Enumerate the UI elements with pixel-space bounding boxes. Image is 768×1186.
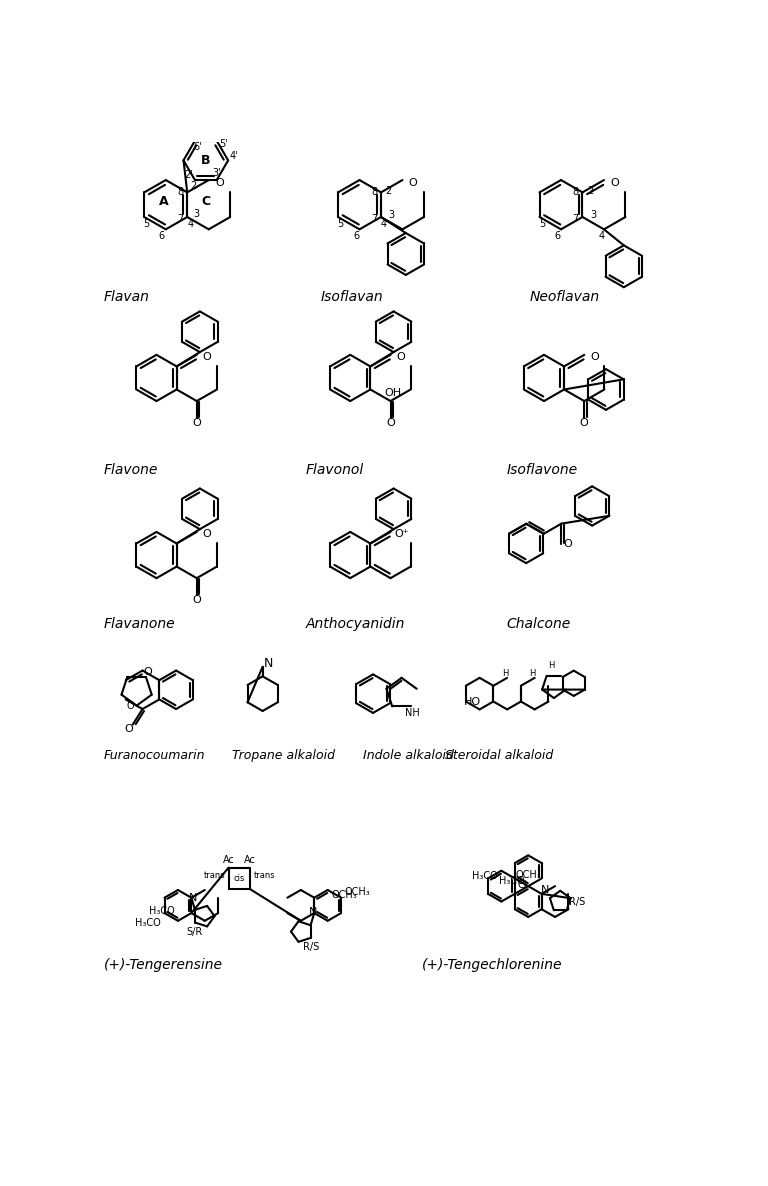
Text: B: B: [201, 154, 210, 167]
Text: trans: trans: [253, 871, 275, 880]
Text: Ac: Ac: [244, 855, 257, 865]
Text: A: A: [160, 196, 169, 208]
Text: OCH₃: OCH₃: [345, 887, 370, 898]
Text: 3': 3': [213, 167, 221, 178]
Text: cis: cis: [233, 874, 245, 882]
Text: (+)-Tengerensine: (+)-Tengerensine: [104, 957, 223, 971]
Text: O: O: [203, 529, 211, 538]
Text: Cl: Cl: [518, 880, 528, 890]
Text: 2: 2: [190, 181, 197, 191]
Text: N: N: [541, 885, 550, 895]
Text: 5: 5: [538, 219, 545, 229]
Text: Isoflavan: Isoflavan: [321, 291, 383, 304]
Text: O: O: [386, 419, 395, 428]
Text: S/R: S/R: [187, 926, 203, 937]
Text: H₃CO: H₃CO: [135, 918, 161, 929]
Text: H: H: [529, 669, 535, 677]
Text: O: O: [590, 352, 599, 362]
Text: O: O: [192, 595, 201, 606]
Text: O: O: [127, 701, 134, 710]
Text: Ac: Ac: [223, 855, 234, 865]
Text: O: O: [580, 419, 588, 428]
Text: 5': 5': [219, 139, 227, 149]
Text: O: O: [563, 538, 572, 549]
Text: O: O: [396, 352, 405, 362]
Text: 3: 3: [389, 210, 395, 221]
Text: H₃CO: H₃CO: [472, 872, 498, 881]
Text: H₃CO: H₃CO: [148, 906, 174, 916]
Text: O: O: [611, 178, 619, 189]
Text: N: N: [264, 657, 273, 670]
Text: O: O: [144, 667, 152, 676]
Text: 7: 7: [371, 215, 377, 224]
Text: 5: 5: [337, 219, 343, 229]
Text: 2': 2': [184, 170, 193, 180]
Text: trans: trans: [204, 871, 226, 880]
Text: O: O: [203, 352, 211, 362]
Text: 6: 6: [353, 231, 359, 241]
Text: OCH₃: OCH₃: [331, 891, 357, 900]
Text: NH: NH: [405, 708, 420, 719]
Text: H: H: [502, 669, 508, 677]
Text: 2: 2: [587, 186, 594, 196]
Text: HO: HO: [464, 696, 481, 707]
Text: 7: 7: [572, 215, 578, 224]
Text: Neoflavan: Neoflavan: [530, 291, 600, 304]
Text: O⁺: O⁺: [395, 529, 409, 538]
Text: 8: 8: [177, 187, 184, 197]
Text: R/S: R/S: [569, 897, 585, 906]
Text: Furanocoumarin: Furanocoumarin: [104, 748, 205, 761]
Text: 6: 6: [159, 231, 165, 241]
Text: 6': 6': [194, 142, 202, 152]
Text: OH: OH: [384, 388, 402, 397]
Text: 4': 4': [230, 151, 239, 161]
Text: H₃CO: H₃CO: [499, 875, 525, 886]
Text: 4: 4: [188, 219, 194, 229]
Text: R/S: R/S: [303, 942, 319, 952]
Text: H: H: [548, 661, 554, 670]
Text: 5: 5: [143, 219, 149, 229]
Text: N: N: [309, 906, 317, 917]
Text: Isoflavone: Isoflavone: [507, 464, 578, 477]
Text: OCH₃: OCH₃: [515, 871, 541, 880]
Text: Flavan: Flavan: [104, 291, 150, 304]
Text: 4: 4: [598, 231, 604, 241]
Text: Tropane alkaloid: Tropane alkaloid: [232, 748, 335, 761]
Text: 7: 7: [177, 213, 184, 223]
Text: O: O: [409, 178, 418, 189]
Text: Indole alkaloid: Indole alkaloid: [363, 748, 454, 761]
Text: 3: 3: [194, 209, 200, 219]
Text: Flavonol: Flavonol: [305, 464, 363, 477]
Text: C: C: [201, 196, 210, 208]
Text: Flavone: Flavone: [104, 464, 158, 477]
Text: 8: 8: [572, 186, 578, 197]
Text: Chalcone: Chalcone: [507, 618, 571, 631]
Text: 8: 8: [371, 186, 377, 197]
Text: 3: 3: [591, 210, 597, 221]
Text: (+)-Tengechlorenine: (+)-Tengechlorenine: [422, 957, 562, 971]
Text: Anthocyanidin: Anthocyanidin: [305, 618, 405, 631]
Text: Steroidal alkaloid: Steroidal alkaloid: [445, 748, 553, 761]
Text: O: O: [215, 178, 223, 189]
Text: O: O: [192, 419, 201, 428]
Text: Flavanone: Flavanone: [104, 618, 175, 631]
Text: 4: 4: [380, 219, 386, 229]
Text: 6: 6: [554, 231, 561, 241]
Text: N: N: [189, 893, 197, 903]
Text: 2: 2: [386, 186, 392, 196]
Text: O: O: [124, 725, 134, 734]
